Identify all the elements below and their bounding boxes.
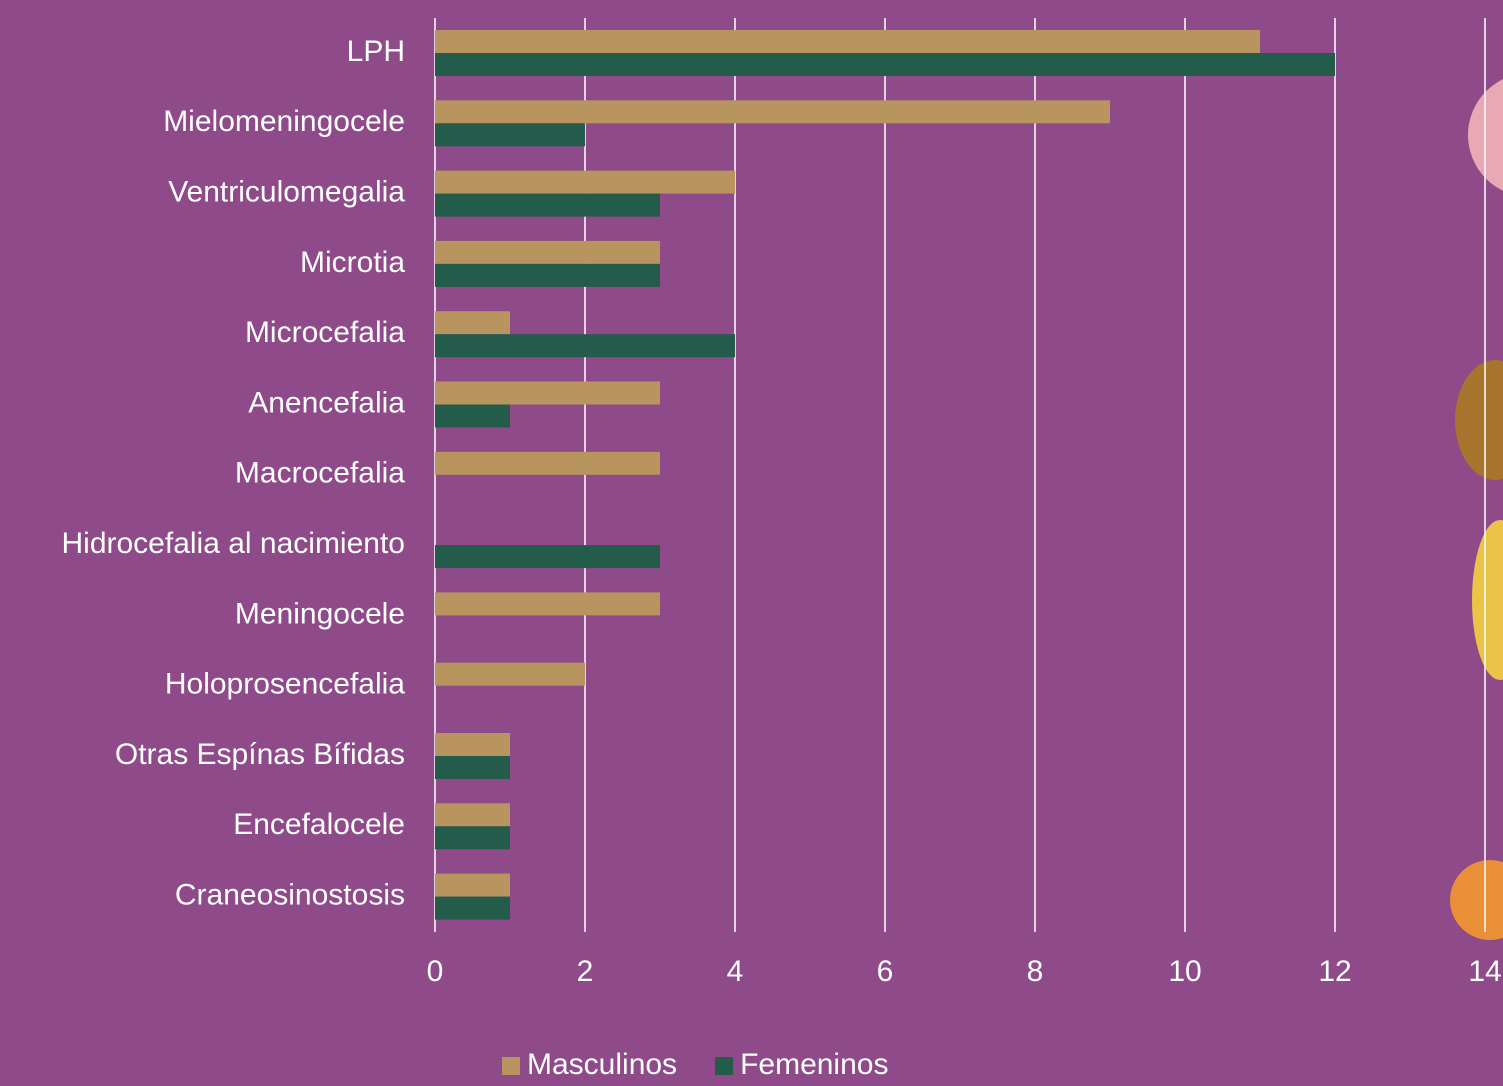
legend-swatch	[715, 1057, 734, 1075]
bar	[435, 803, 510, 827]
x-tick-label: 0	[427, 955, 444, 988]
decoration	[1472, 520, 1503, 680]
bar	[435, 311, 510, 335]
bar	[435, 381, 660, 405]
legend-swatch	[502, 1057, 520, 1075]
bar	[435, 545, 660, 569]
bar	[435, 733, 510, 756]
bar	[435, 451, 660, 475]
bar	[435, 662, 585, 686]
y-tick-label: Microtia	[300, 246, 405, 279]
bar	[435, 826, 510, 850]
y-tick-label: Mielomeningocele	[163, 105, 405, 138]
bar	[435, 756, 510, 779]
decoration	[1450, 860, 1503, 940]
x-tick-label: 2	[577, 955, 594, 988]
y-tick-label: Craneosinostosis	[175, 879, 405, 912]
y-tick-label: Otras Espínas Bífidas	[115, 738, 405, 771]
legend-label: Masculinos	[527, 1048, 677, 1081]
bar	[435, 263, 660, 287]
bar	[435, 30, 1260, 53]
bar	[435, 592, 660, 616]
bar	[435, 896, 510, 920]
legend-label: Femeninos	[740, 1048, 888, 1081]
y-tick-label: Meningocele	[235, 597, 405, 630]
bar	[435, 100, 1110, 124]
x-tick-label: 6	[877, 955, 894, 988]
y-tick-label: Hidrocefalia al nacimiento	[61, 527, 405, 560]
bar	[435, 334, 735, 358]
y-tick-label: Microcefalia	[245, 316, 405, 349]
x-tick-label: 4	[727, 955, 744, 988]
decoration	[1455, 360, 1503, 480]
bar	[435, 123, 585, 147]
x-tick-label: 8	[1027, 955, 1044, 988]
bar	[435, 240, 660, 264]
y-tick-label: LPH	[347, 35, 405, 68]
y-tick-label: Macrocefalia	[235, 457, 405, 490]
bar	[435, 53, 1335, 76]
bar	[435, 404, 510, 428]
y-tick-label: Anencefalia	[248, 386, 405, 419]
bar	[435, 193, 660, 217]
y-tick-label: Encefalocele	[233, 808, 405, 841]
bar	[435, 170, 735, 194]
y-tick-label: Holoprosencefalia	[165, 668, 405, 701]
x-tick-label: 12	[1318, 955, 1351, 988]
x-tick-label: 10	[1168, 955, 1201, 988]
x-tick-label: 14	[1468, 955, 1501, 988]
y-tick-label: Ventriculomegalia	[168, 176, 405, 209]
bar	[435, 873, 510, 897]
